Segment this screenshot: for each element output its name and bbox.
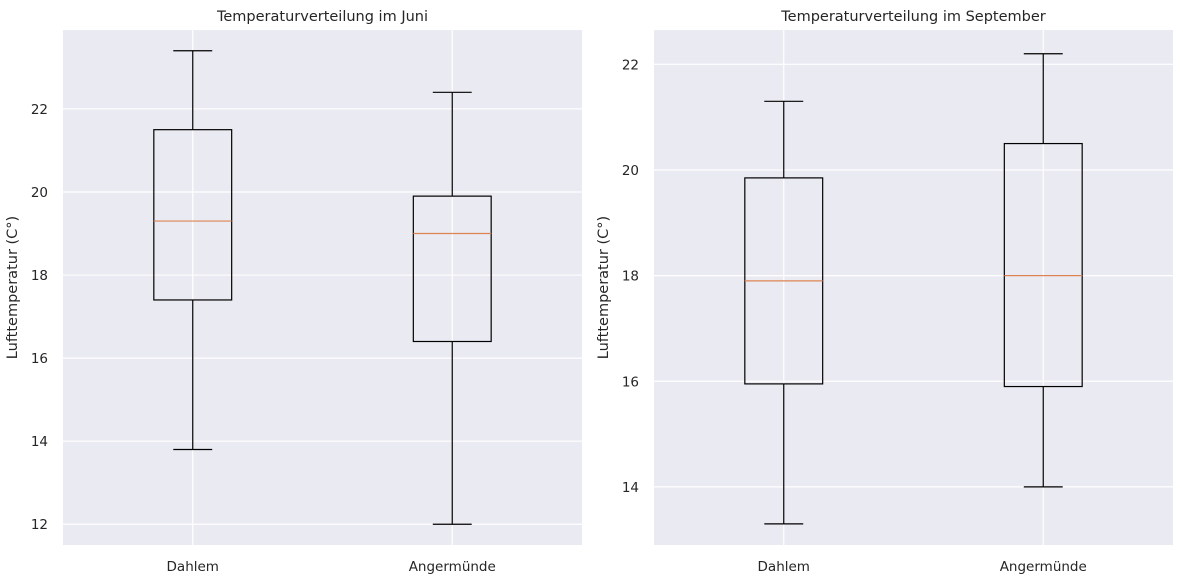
y-tick-label: 14 [31,434,48,450]
box-angerm-nde [412,91,492,525]
x-tick-label: Dahlem [758,559,810,575]
y-axis-label: Lufttemperatur (C°) [5,216,21,359]
chart-panel-1: 12 14 16 18 20 22 Dahlem Angermünde Temperaturve… [5,9,582,575]
y-tick-label: 22 [622,57,639,73]
y-tick-label: 16 [31,351,48,367]
y-tick-label: 14 [622,480,639,496]
plot-area [654,30,1173,545]
chart-panel-2: 14 16 18 20 22 Dahlem Angermünde Temperaturvert… [596,9,1173,575]
box-angerm-nde [1003,53,1083,488]
x-tick-label: Angermünde [1000,559,1087,575]
y-tick-label: 12 [31,517,48,533]
y-tick-label: 18 [31,268,48,284]
box-dahlem [153,50,233,451]
x-tick-label: Dahlem [167,559,219,575]
x-tick-label: Angermünde [409,559,496,575]
y-tick-label: 22 [31,102,48,118]
y-tick-label: 20 [622,163,639,179]
y-tick-label: 20 [31,185,48,201]
box-dahlem [744,100,824,525]
chart-title: Temperaturverteilung im Juni [216,9,428,25]
plot-area [63,30,582,545]
iqr-box [1003,142,1083,388]
y-tick-label: 18 [622,269,639,285]
iqr-box [412,195,492,343]
chart-title: Temperaturverteilung im September [780,9,1046,25]
iqr-box [153,129,233,301]
y-axis-label: Lufttemperatur (C°) [596,216,612,359]
y-tick-label: 16 [622,374,639,390]
